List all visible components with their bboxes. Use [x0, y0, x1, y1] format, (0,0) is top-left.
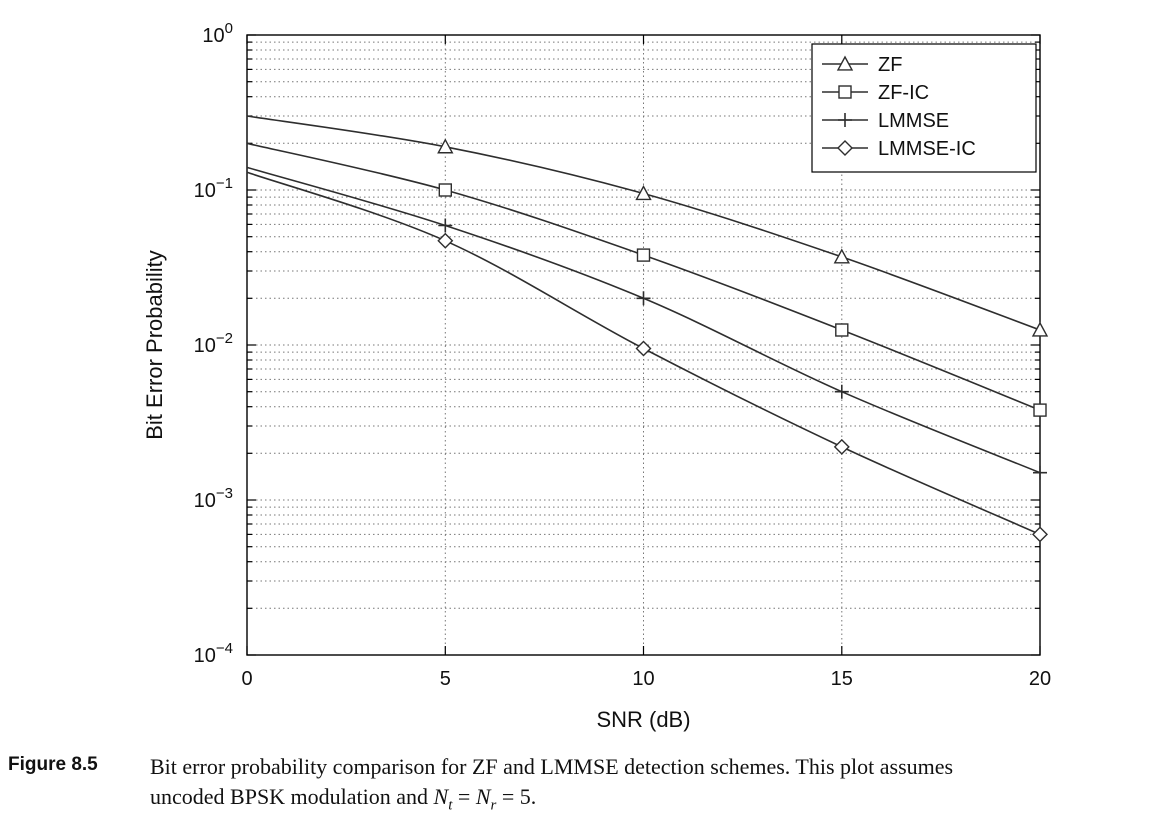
math-var-nr: N [475, 784, 491, 809]
math-sub-r: r [490, 797, 497, 814]
y-tick-label: 10−2 [194, 330, 233, 357]
diamond-marker [635, 340, 652, 357]
y-axis-label: Bit Error Probability [142, 250, 167, 440]
legend-label-ZF-IC: ZF-IC [878, 82, 929, 104]
square-marker [636, 248, 651, 262]
diamond-marker [437, 232, 454, 249]
square-marker [838, 85, 852, 99]
triangle-marker [836, 55, 854, 71]
series-LMMSE [246, 166, 1047, 480]
ber-chart: 0 5 10 15 20 100 10−1 10−2 10−3 10−4 SNR (dB) Bit E… [142, 20, 1051, 732]
plus-marker [838, 113, 852, 127]
math-equals-1: = [452, 784, 476, 809]
x-tick-label: 0 [241, 668, 252, 690]
diamond-marker [837, 140, 853, 156]
figure-label: Figure 8.5 [8, 754, 98, 775]
x-tick-label: 20 [1029, 668, 1051, 690]
figure-caption-text: Bit error probability comparison for ZF … [150, 752, 953, 820]
series-LMMSE-IC [246, 171, 1048, 543]
legend-label-LMMSE: LMMSE [878, 110, 949, 132]
plus-marker [636, 291, 651, 306]
square-marker [1033, 403, 1047, 417]
legend-label-LMMSE-IC: LMMSE-IC [878, 138, 976, 160]
square-marker [835, 323, 849, 337]
y-tick-label: 10−3 [194, 485, 233, 512]
plus-marker [1033, 465, 1047, 480]
x-tick-label: 15 [831, 668, 853, 690]
y-tick-label: 10−1 [194, 175, 233, 202]
triangle-marker [437, 138, 454, 154]
x-tick-label: 5 [440, 668, 451, 690]
triangle-marker [833, 248, 850, 264]
caption-line-2-prefix: uncoded BPSK modulation and [150, 784, 434, 809]
series-ZF [246, 115, 1049, 337]
math-sub-t: t [448, 797, 453, 814]
x-tick-label: 10 [632, 668, 654, 690]
plus-marker [438, 218, 453, 233]
diamond-marker [833, 438, 850, 455]
axis-tick-labels: 0 5 10 15 20 100 10−1 10−2 10−3 10−4 [194, 20, 1051, 690]
math-var-nt: N [433, 784, 449, 809]
legend-label-ZF: ZF [878, 54, 902, 76]
axis-ticks [246, 34, 1041, 656]
caption-line-2: uncoded BPSK modulation and Nt = Nr = 5. [150, 782, 953, 820]
diamond-marker [1032, 526, 1048, 543]
y-tick-label: 100 [202, 20, 233, 47]
math-equals-5: = 5. [496, 784, 537, 809]
series-ZF-IC [246, 142, 1047, 417]
triangle-marker [635, 185, 652, 201]
square-marker [438, 183, 452, 197]
x-axis-label: SNR (dB) [596, 707, 690, 732]
y-tick-label: 10−4 [194, 640, 233, 667]
plus-marker [834, 384, 849, 399]
figure-area: 0 5 10 15 20 100 10−1 10−2 10−3 10−4 SNR (dB) Bit E… [142, 20, 1051, 732]
triangle-marker [1031, 321, 1049, 337]
legend: ZF ZF-IC LMMSE LMMSE-IC [811, 43, 1037, 173]
caption-line-1: Bit error probability comparison for ZF … [150, 754, 954, 779]
figure-caption: Figure 8.5 Bit error probability compari… [8, 752, 1153, 820]
